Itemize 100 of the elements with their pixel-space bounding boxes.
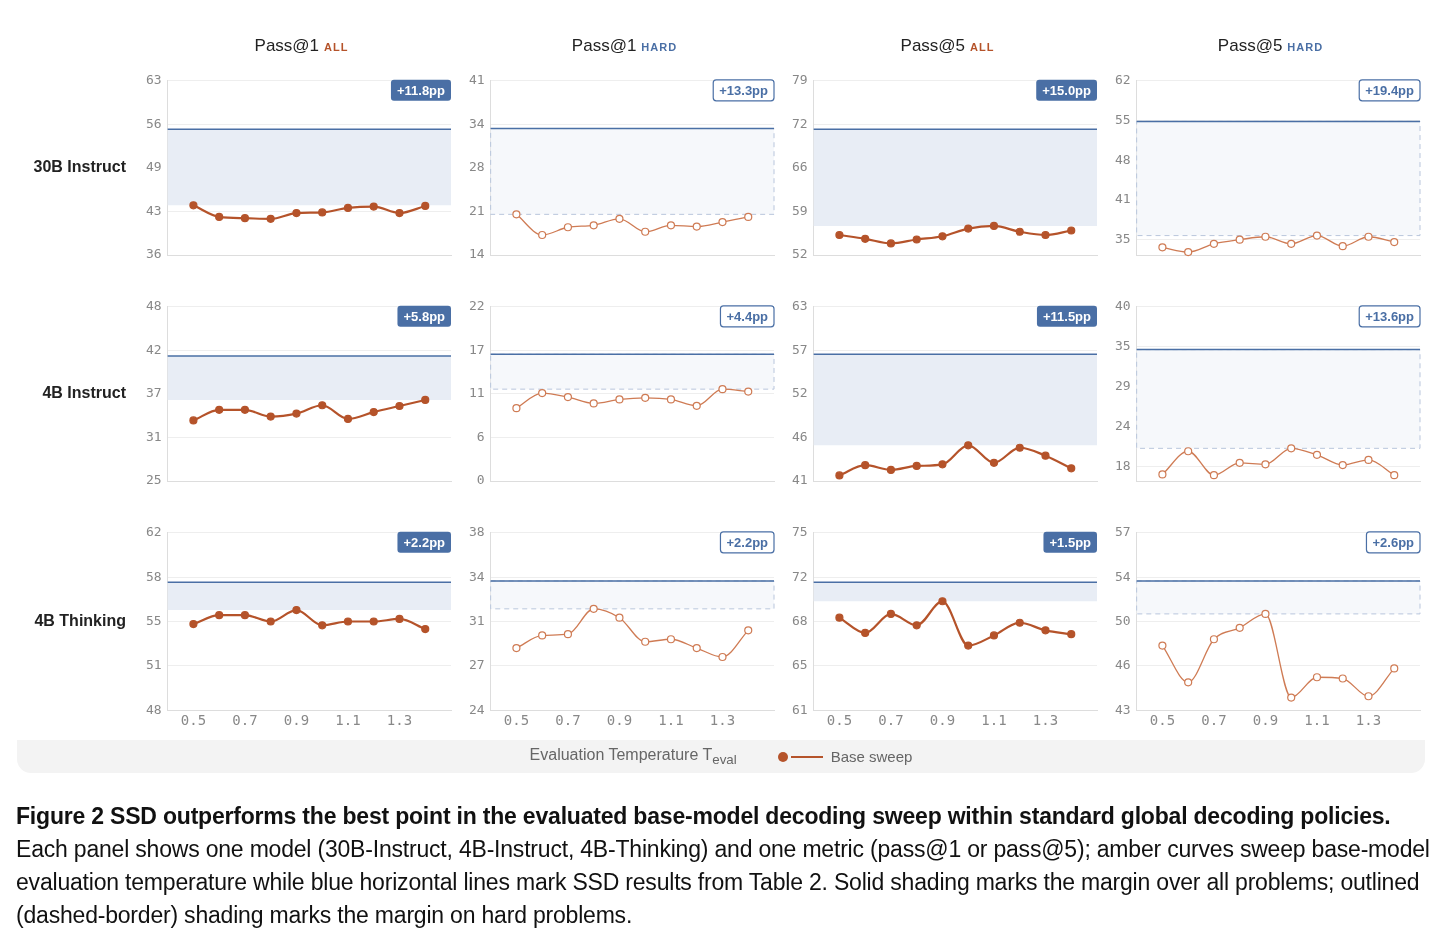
y-tick-label: 57 — [1115, 524, 1131, 540]
y-tick-label: 24 — [469, 701, 485, 717]
chart-subtitle: ALL — [970, 41, 995, 53]
x-tick-label: 1.1 — [658, 712, 684, 729]
y-tick-label: 43 — [1115, 701, 1131, 717]
y-tick-label: 34 — [469, 568, 485, 584]
y-tick-label: 51 — [146, 657, 162, 673]
x-tick-label: 0.7 — [1201, 712, 1227, 729]
y-tick-label: 55 — [146, 612, 162, 628]
y-tick-label: 63 — [146, 72, 162, 88]
band-label: +19.4pp — [1365, 82, 1415, 98]
text: Each panel shows one model (30B-Instruct, 4B-Instruct, 4B-Thinking) and one metric (pass@1 or pass@5); amber curves sweep base-model evaluation temperature while blue horizontal lines mark SSD results from Table 2. Solid shading marks the margin over all problems; outlined (dashed-border) shading marks the margin on hard problems. — [16, 836, 1430, 928]
band-label: +15.0pp — [1042, 82, 1092, 98]
x-axis-title: Evaluation Temperature T$_{eval}$ — [529, 745, 737, 768]
y-tick-label: 48 — [146, 701, 162, 717]
y-tick-label: 28 — [469, 159, 485, 175]
y-tick-label: 56 — [146, 115, 162, 131]
y-tick-label: 35 — [1115, 338, 1131, 354]
chart-title: Pass@1 — [571, 36, 637, 55]
y-tick-label: 0 — [476, 472, 485, 488]
y-tick-label: 62 — [1115, 72, 1131, 88]
chart-subtitle: ALL — [324, 41, 349, 53]
y-tick-label: 49 — [146, 159, 162, 175]
band-label: +13.3pp — [719, 82, 769, 98]
band-label: +5.8pp — [403, 308, 446, 324]
y-tick-label: 21 — [469, 202, 485, 218]
y-tick-label: 66 — [792, 159, 808, 175]
y-tick-label: 36 — [146, 246, 162, 262]
y-tick-label: 41 — [1115, 191, 1131, 207]
x-tick-label: 1.3 — [709, 712, 736, 729]
y-tick-label: 79 — [792, 72, 808, 88]
band-label: +1.5pp — [1049, 534, 1092, 550]
y-tick-label: 17 — [469, 341, 485, 357]
y-tick-label: 38 — [469, 524, 485, 540]
x-tick-label: 1.3 — [1355, 712, 1382, 729]
band-label: +11.8pp — [396, 82, 446, 98]
y-tick-label: 31 — [146, 428, 162, 444]
band-label: +2.6pp — [1372, 534, 1415, 550]
y-tick-label: 61 — [792, 701, 808, 717]
y-tick-label: 25 — [146, 472, 162, 488]
y-tick-label: 55 — [1115, 111, 1131, 127]
band-label: +4.4pp — [726, 308, 769, 324]
y-tick-label: 63 — [792, 298, 808, 314]
y-axis-title: 4B Thinking — [33, 611, 126, 630]
y-tick-label: 59 — [792, 202, 808, 218]
y-tick-label: 31 — [469, 612, 485, 628]
y-tick-label: 46 — [792, 428, 808, 444]
chart-title: Pass@1 — [254, 36, 320, 55]
y-tick-label: 52 — [792, 246, 808, 262]
x-tick-label: 0.9 — [929, 712, 956, 729]
y-tick-label: 48 — [1115, 151, 1131, 167]
band-label: +2.2pp — [726, 534, 769, 550]
y-tick-label: 42 — [146, 341, 162, 357]
x-tick-label: 1.3 — [1032, 712, 1059, 729]
y-tick-label: 68 — [792, 612, 808, 628]
y-tick-label: 48 — [146, 298, 162, 314]
x-tick-label: 1.3 — [386, 712, 413, 729]
caption: Figure 2 SSD outperforms the best point in the evaluated base-model decoding sweep within standard global decoding policies. — [16, 803, 1391, 829]
y-tick-label: 46 — [1115, 657, 1131, 673]
chart-title: Pass@5 — [1217, 36, 1283, 55]
band-label: +11.5pp — [1042, 308, 1092, 324]
y-axis-title: 4B Instruct — [41, 383, 126, 402]
y-tick-label: 58 — [146, 568, 162, 584]
y-tick-label: 27 — [469, 657, 485, 673]
y-tick-label: 41 — [792, 472, 808, 488]
y-tick-label: 6 — [476, 428, 485, 444]
chart-title: Pass@5 — [900, 36, 966, 55]
y-tick-label: 24 — [1115, 417, 1131, 433]
x-tick-label: 0.7 — [878, 712, 904, 729]
y-tick-label: 72 — [792, 115, 808, 131]
x-tick-label: 0.7 — [232, 712, 258, 729]
y-tick-label: 41 — [469, 72, 485, 88]
y-tick-label: 35 — [1115, 231, 1131, 247]
y-tick-label: 43 — [146, 202, 162, 218]
x-tick-label: 0.9 — [1252, 712, 1279, 729]
y-tick-label: 65 — [792, 657, 808, 673]
y-tick-label: 57 — [792, 341, 808, 357]
y-axis-title: 30B Instruct — [32, 157, 126, 176]
x-tick-label: 0.7 — [555, 712, 581, 729]
x-tick-label: 0.5 — [503, 712, 530, 729]
x-tick-label: 0.9 — [606, 712, 633, 729]
x-tick-label: 0.5 — [826, 712, 853, 729]
x-tick-label: 1.1 — [1304, 712, 1330, 729]
x-tick-label: 0.9 — [283, 712, 310, 729]
y-tick-label: 50 — [1115, 612, 1131, 628]
y-tick-label: 62 — [146, 524, 162, 540]
y-tick-label: 14 — [469, 246, 485, 262]
y-tick-label: 75 — [792, 524, 808, 540]
x-tick-label: 0.5 — [180, 712, 207, 729]
chart-subtitle: HARD — [1287, 41, 1324, 53]
x-tick-label: 1.1 — [981, 712, 1007, 729]
band-label: +13.6pp — [1365, 308, 1415, 324]
y-tick-label: 40 — [1115, 298, 1131, 314]
y-tick-label: 72 — [792, 568, 808, 584]
y-tick-label: 29 — [1115, 378, 1131, 394]
y-tick-label: 22 — [469, 298, 485, 314]
legend-label: Base sweep — [830, 748, 913, 765]
y-tick-label: 52 — [792, 385, 808, 401]
y-tick-label: 37 — [146, 385, 162, 401]
chart-subtitle: HARD — [641, 41, 678, 53]
